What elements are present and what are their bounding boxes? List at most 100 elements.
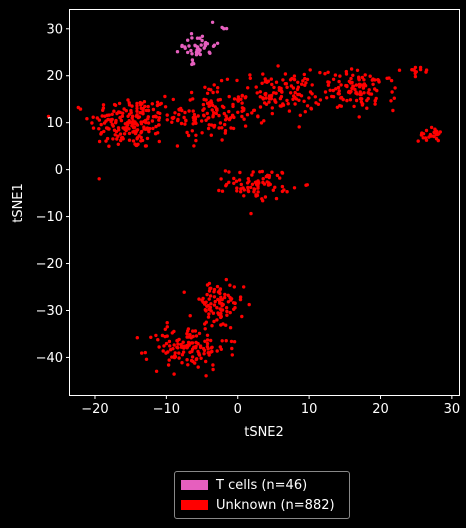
data-point-unknown <box>280 170 284 175</box>
y-axis-ticks: −40 −30 −20 −10 0 10 20 30 <box>36 22 70 366</box>
data-point-unknown <box>235 186 239 190</box>
data-point-unknown <box>254 180 258 184</box>
data-point-t-cells <box>189 32 194 36</box>
data-point-unknown <box>197 297 201 301</box>
data-point-unknown <box>157 139 161 144</box>
data-point-unknown <box>186 133 191 138</box>
data-point-unknown <box>153 132 158 136</box>
data-point-unknown <box>158 102 162 107</box>
data-point-unknown <box>331 77 336 82</box>
data-point-unknown <box>354 83 359 87</box>
x-tick-label: −20 <box>81 402 108 417</box>
data-point-unknown <box>336 91 340 96</box>
data-point-unknown <box>207 353 211 357</box>
data-point-unknown <box>231 102 235 107</box>
data-point-unknown <box>157 118 161 122</box>
data-point-unknown <box>234 179 239 183</box>
data-point-unknown <box>410 68 414 72</box>
data-point-unknown <box>283 72 288 76</box>
data-point-unknown <box>278 87 283 91</box>
data-point-unknown <box>272 85 276 90</box>
data-point-unknown <box>205 333 210 337</box>
data-point-unknown <box>424 138 429 142</box>
data-point-unknown <box>305 104 310 108</box>
data-point-unknown <box>228 326 233 330</box>
data-point-unknown <box>247 179 251 183</box>
data-point-unknown <box>186 335 191 339</box>
data-point-unknown <box>308 90 313 94</box>
data-point-unknown <box>226 293 230 297</box>
data-point-unknown <box>231 126 236 131</box>
data-point-unknown <box>250 182 255 186</box>
data-point-unknown <box>222 295 227 300</box>
data-point-unknown <box>173 354 177 358</box>
data-point-unknown <box>227 170 231 174</box>
data-point-unknown <box>97 177 101 181</box>
y-tick-label: −20 <box>36 257 63 272</box>
data-point-t-cells <box>207 50 211 54</box>
data-point-unknown <box>238 297 243 302</box>
data-point-unknown <box>105 126 110 130</box>
data-point-unknown <box>246 86 250 90</box>
data-point-t-cells <box>196 45 200 50</box>
data-point-unknown <box>219 323 223 327</box>
data-point-unknown <box>220 308 225 312</box>
data-point-unknown <box>99 122 103 127</box>
data-point-unknown <box>220 138 224 142</box>
data-point-unknown <box>218 97 222 102</box>
data-point-unknown <box>249 211 253 216</box>
data-point-unknown <box>218 121 223 125</box>
data-point-unknown <box>213 299 217 304</box>
data-point-unknown <box>193 115 198 120</box>
data-point-unknown <box>130 124 134 128</box>
data-point-unknown <box>220 339 224 343</box>
data-point-unknown <box>373 99 377 103</box>
data-point-t-cells <box>194 53 199 57</box>
data-point-unknown <box>349 67 354 71</box>
data-point-unknown <box>220 304 224 308</box>
data-point-unknown <box>246 185 250 190</box>
data-point-unknown <box>101 103 106 107</box>
scatter-points <box>46 20 442 378</box>
data-point-unknown <box>258 90 262 94</box>
data-point-unknown <box>273 98 277 102</box>
legend-swatch-t-cells <box>181 480 208 490</box>
data-point-unknown <box>212 303 217 307</box>
data-point-unknown <box>429 125 434 130</box>
data-point-unknown <box>210 324 214 328</box>
data-point-unknown <box>118 132 123 136</box>
data-point-unknown <box>165 321 169 325</box>
data-point-unknown <box>308 68 312 72</box>
data-point-unknown <box>46 114 51 119</box>
data-point-unknown <box>186 329 190 333</box>
data-point-unknown <box>276 64 280 68</box>
data-point-unknown <box>278 176 282 180</box>
data-point-t-cells <box>183 45 187 49</box>
data-point-unknown <box>302 72 306 77</box>
data-point-unknown <box>424 128 429 133</box>
data-point-unknown <box>171 97 175 102</box>
data-point-unknown <box>188 98 192 102</box>
data-point-unknown <box>203 85 207 90</box>
data-point-unknown <box>85 117 89 121</box>
data-point-unknown <box>197 352 201 356</box>
data-point-unknown <box>293 95 297 100</box>
data-point-unknown <box>206 315 211 319</box>
data-point-unknown <box>211 363 215 367</box>
data-point-unknown <box>123 126 127 130</box>
data-point-unknown <box>201 108 205 113</box>
data-point-unknown <box>144 144 148 148</box>
data-point-unknown <box>361 86 366 90</box>
data-point-unknown <box>293 102 297 106</box>
data-point-unknown <box>316 102 321 107</box>
data-point-unknown <box>413 74 418 79</box>
data-point-unknown <box>413 65 418 70</box>
data-point-unknown <box>202 352 206 356</box>
data-point-unknown <box>344 83 348 88</box>
data-point-unknown <box>263 92 267 96</box>
data-point-t-cells <box>190 52 194 56</box>
data-point-unknown <box>104 139 108 143</box>
data-point-unknown <box>215 318 219 322</box>
data-point-unknown <box>135 109 139 113</box>
data-point-unknown <box>194 334 199 338</box>
